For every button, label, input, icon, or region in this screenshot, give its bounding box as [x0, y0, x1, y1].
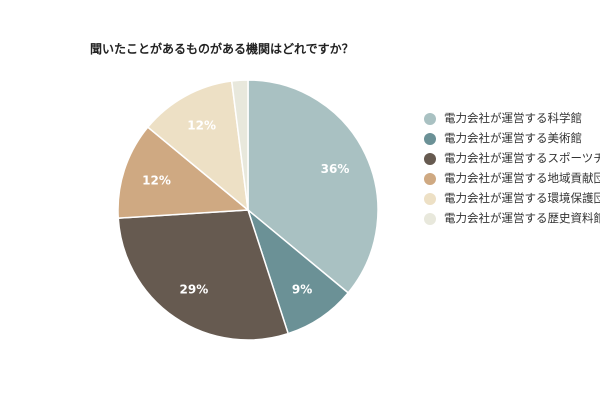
slice-value-label-1: 36%	[321, 162, 350, 176]
pie-slice-4	[117, 126, 250, 219]
slice-value-label-2: 9%	[292, 283, 312, 297]
legend-swatch	[424, 133, 436, 145]
legend-item: 電力会社が運営する美術館	[424, 130, 600, 146]
legend-swatch	[424, 153, 436, 165]
legend-label: 電力会社が運営するスポーツチーム	[444, 151, 600, 165]
pie-slice-1	[247, 79, 379, 294]
slice-value-label-5: 12%	[187, 119, 216, 133]
chart-title: 聞いたことがあるものがある機関はどれですか？	[90, 42, 354, 56]
legend-label: 電力会社が運営する歴史資料館	[444, 211, 600, 225]
slice-value-label-3: 29%	[180, 283, 209, 297]
legend-swatch	[424, 173, 436, 185]
legend-label: 電力会社が運営する美術館	[444, 131, 582, 145]
legend-label: 電力会社が運営する科学館	[444, 111, 582, 125]
pie-slice-6	[230, 79, 249, 211]
legend-label: 電力会社が運営する地域貢献団体	[444, 171, 600, 185]
legend-item: 電力会社が運営する歴史資料館	[424, 210, 600, 226]
legend-item: 電力会社が運営する環境保護団体	[424, 190, 600, 206]
chart-legend: 電力会社が運営する科学館電力会社が運営する美術館電力会社が運営するスポーツチーム…	[424, 110, 600, 230]
legend-swatch	[424, 193, 436, 205]
slice-value-label-4: 12%	[142, 173, 171, 187]
legend-swatch	[424, 113, 436, 125]
pie-slice-3	[117, 209, 290, 341]
legend-swatch	[424, 213, 436, 225]
legend-item: 電力会社が運営するスポーツチーム	[424, 150, 600, 166]
legend-label: 電力会社が運営する環境保護団体	[444, 191, 600, 205]
legend-item: 電力会社が運営する地域貢献団体	[424, 170, 600, 186]
legend-item: 電力会社が運営する科学館	[424, 110, 600, 126]
pie-slice-5	[146, 80, 249, 212]
